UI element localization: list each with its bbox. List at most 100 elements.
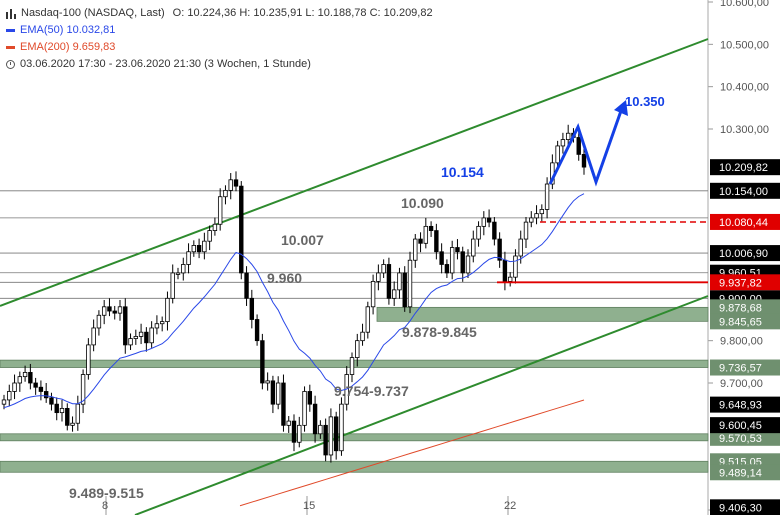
candle-body [7, 391, 12, 401]
candle-body [128, 338, 133, 346]
x-tick-label: 15 [303, 500, 315, 512]
legend-ema200-row: EMA(200) 9.659,83 [6, 39, 433, 56]
axis-value-tag-text: 9.845,65 [719, 316, 762, 328]
level-label: 10.090 [401, 195, 444, 211]
candle-body [54, 403, 59, 414]
candle-body [513, 255, 518, 278]
candle-body [49, 397, 54, 405]
candle-body [212, 223, 218, 231]
ema200-line [239, 399, 585, 507]
candle-body [138, 331, 144, 337]
candle-body [529, 217, 534, 223]
candle-body [101, 306, 107, 316]
x-tick-label: 22 [504, 500, 516, 512]
axis-value-tag [710, 499, 780, 515]
candle-body [312, 403, 318, 435]
axis-value-tag-text: 9.600,45 [719, 420, 762, 432]
candle-body [339, 403, 344, 452]
candle-body [144, 331, 149, 344]
candle-body [196, 245, 202, 253]
candle-body [28, 372, 33, 384]
axis-value-tag [710, 313, 780, 330]
candle-body [59, 407, 65, 414]
forecast-label: 10.350 [625, 94, 665, 109]
candlestick-icon [6, 8, 16, 19]
forecast-path [548, 107, 624, 187]
candle-body [202, 240, 207, 253]
candle-body [407, 259, 413, 308]
zone-label: 9.754-9.737 [334, 383, 409, 399]
candle-body [492, 221, 497, 240]
axis-value-tag-text: 9.406,30 [719, 502, 762, 514]
candle-body [455, 247, 460, 253]
candle-body [523, 221, 529, 240]
candle-body [502, 259, 508, 282]
candle-body [165, 297, 170, 323]
axis-value-tag-text: 9.736,57 [719, 363, 762, 375]
candle-body [481, 217, 487, 227]
axis-value-tag-text: 9.648,93 [719, 400, 762, 412]
candle-body [65, 407, 70, 426]
axis-value-tag [710, 213, 780, 230]
candle-body [355, 340, 360, 358]
candle-body [391, 289, 397, 299]
candle-body [423, 225, 429, 244]
candle-body [117, 306, 123, 314]
candle-body [154, 323, 160, 329]
ema200-swatch [6, 46, 15, 49]
candle-body [497, 238, 502, 261]
axis-value-tag [710, 359, 780, 376]
candle-body [249, 297, 255, 320]
candle-body [1, 399, 7, 405]
candle-body [80, 374, 86, 405]
instrument-name: Nasdaq-100 (NASDAQ, Last) [21, 7, 165, 19]
candle-body [33, 382, 38, 388]
candle-body [476, 225, 481, 240]
candle-body [43, 391, 49, 399]
candle-body [159, 321, 165, 325]
candle-body [460, 251, 465, 274]
period-label: 03.06.2020 17:30 - 23.06.2020 21:30 (3 W… [20, 58, 311, 70]
axis-value-tag-text: 9.878,68 [719, 302, 762, 314]
clock-icon [6, 60, 15, 69]
candle-body [207, 230, 212, 242]
candle-body [175, 272, 181, 275]
y-tick-label: 9.800,00 [720, 336, 763, 348]
candle-body [270, 380, 276, 405]
candle-body [12, 382, 17, 392]
x-tick-label: 8 [102, 500, 108, 512]
candle-body [186, 251, 191, 265]
candle-body [297, 424, 302, 443]
candle-body [349, 357, 355, 375]
y-tick-label: 10.600,00 [720, 0, 769, 9]
zone-label: 9.489-9.515 [69, 485, 144, 501]
candle-body [381, 264, 386, 274]
candle-body [217, 196, 223, 225]
y-tick-label: 10.500,00 [720, 39, 769, 51]
ema50-swatch [6, 29, 15, 32]
axis-value-tag-text: 9.570,53 [719, 433, 762, 445]
candle-body [275, 382, 281, 405]
candle-body [370, 280, 376, 308]
y-tick-label: 9.700,00 [720, 378, 763, 390]
candle-body [149, 327, 154, 344]
axis-value-tag [710, 245, 780, 262]
candle-body [518, 238, 523, 257]
candle-body [439, 251, 444, 265]
y-tick-label: 10.300,00 [720, 124, 769, 136]
candle-body [565, 132, 571, 140]
support-zone [0, 460, 709, 473]
legend-instrument-row: Nasdaq-100 (NASDAQ, Last) O: 10.224,36 H… [6, 5, 433, 22]
candle-body [307, 391, 313, 405]
candle-body [265, 380, 270, 384]
candle-body [254, 319, 260, 342]
axis-value-tag [710, 274, 780, 291]
candle-body [434, 230, 439, 253]
level-label: 10.007 [281, 232, 324, 248]
support-zone [0, 433, 709, 442]
legend-ema50-row: EMA(50) 10.032,81 [6, 22, 433, 39]
candle-body [418, 238, 423, 244]
candle-body [286, 420, 291, 426]
axis-value-tag-text: 10.006,90 [719, 248, 768, 260]
axis-value-tag-text: 9.937,82 [719, 277, 762, 289]
